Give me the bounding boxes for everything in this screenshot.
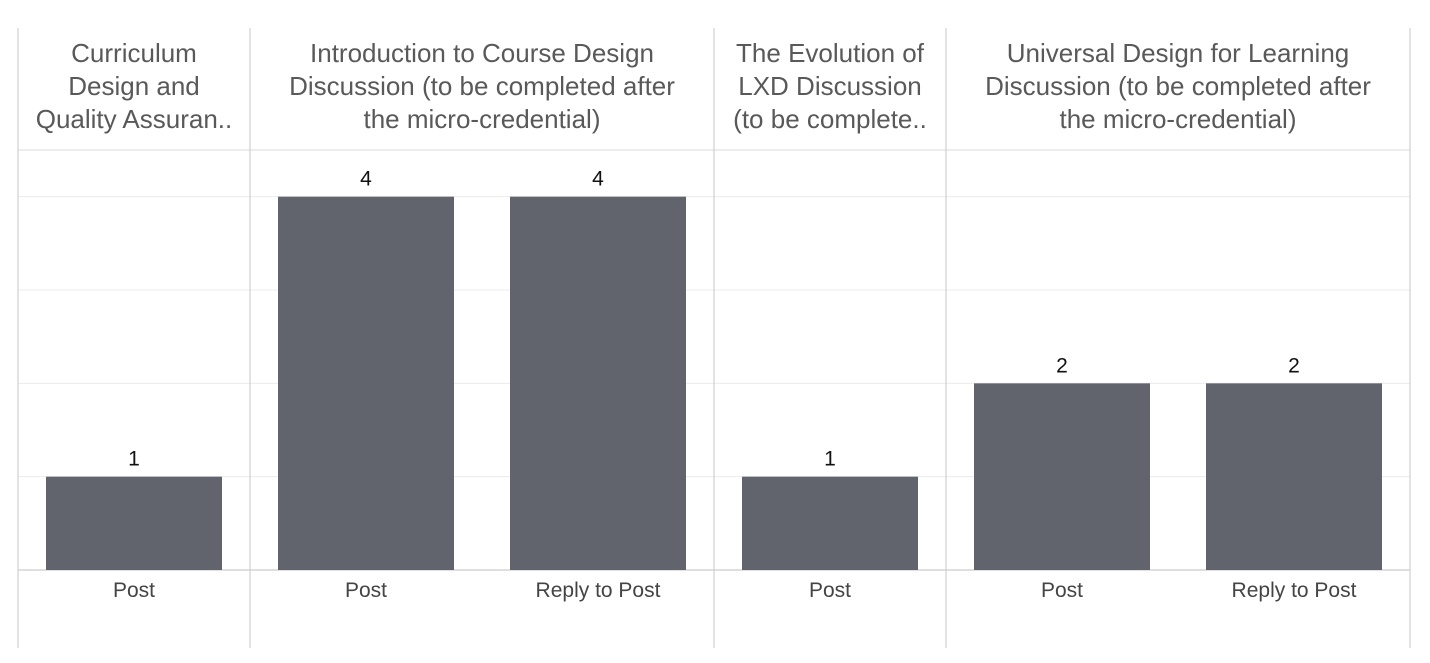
bar-1-0 (278, 196, 454, 570)
panel-0-title-line-2: Quality Assuran.. (36, 104, 233, 134)
data-label-2-0: 1 (824, 448, 836, 471)
data-label-0-0: 1 (128, 448, 140, 471)
x-tick-label-0-0: Post (113, 579, 155, 602)
panel-3-title-line-1: Discussion (to be completed after (985, 71, 1371, 101)
panel-3-title-line-0: Universal Design for Learning (1007, 38, 1350, 68)
bar-1-1 (510, 196, 686, 570)
panel-2-title-line-1: LXD Discussion (738, 71, 922, 101)
panel-0-title-line-0: Curriculum (71, 38, 197, 68)
panel-2-title-line-0: The Evolution of (736, 38, 925, 68)
bar-0-0 (46, 476, 222, 570)
panel-2-title-line-2: (to be complete.. (733, 104, 927, 134)
bar-3-0 (974, 383, 1150, 570)
x-tick-label-1-0: Post (345, 579, 387, 602)
panel-3-title-line-2: the micro-credential) (1060, 104, 1297, 134)
x-tick-label-1-1: Reply to Post (536, 579, 661, 602)
data-label-3-1: 2 (1288, 354, 1300, 377)
x-tick-label-3-1: Reply to Post (1232, 579, 1357, 602)
data-label-1-1: 4 (592, 168, 604, 191)
bar-3-1 (1206, 383, 1382, 570)
x-tick-label-2-0: Post (809, 579, 851, 602)
bar-2-0 (742, 476, 918, 570)
x-tick-label-3-0: Post (1041, 579, 1083, 602)
data-label-3-0: 2 (1056, 354, 1068, 377)
data-label-1-0: 4 (360, 168, 372, 191)
panel-1-title-line-1: Discussion (to be completed after (289, 71, 675, 101)
panel-1-title-line-2: the micro-credential) (364, 104, 601, 134)
panel-1-title-line-0: Introduction to Course Design (310, 38, 654, 68)
panel-0-title-line-1: Design and (68, 71, 200, 101)
